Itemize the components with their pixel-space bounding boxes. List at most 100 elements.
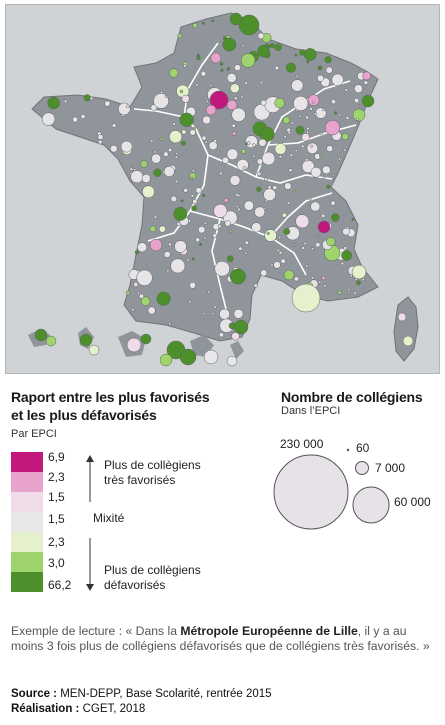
epci-circle [251, 222, 262, 233]
circle-60 [346, 448, 350, 452]
epci-circle [241, 44, 245, 48]
epci-circle [176, 221, 181, 226]
reading-example: Exemple de lecture : « Dans la Métropole… [11, 624, 431, 654]
source-label: Source : [11, 688, 58, 700]
epci-circle [226, 355, 238, 367]
epci-circle [177, 33, 183, 39]
epci-circle [191, 169, 195, 173]
epci-circle [256, 158, 263, 165]
epci-circle [338, 113, 342, 117]
epci-circle [345, 116, 350, 120]
epci-circle [203, 236, 207, 240]
epci-circle [153, 168, 162, 177]
epci-circle [278, 155, 283, 159]
epci-circle [219, 332, 224, 338]
class-value-5: 2,3 [48, 535, 65, 549]
epci-circle [330, 200, 336, 206]
epci-circle [231, 332, 240, 341]
epci-circle [200, 70, 207, 77]
epci-circle [306, 131, 310, 134]
epci-circle [331, 73, 344, 86]
epci-circle [397, 312, 407, 322]
epci-circle [259, 81, 263, 85]
epci-circle [257, 44, 270, 58]
epci-circle [299, 49, 306, 56]
class-swatch-2 [11, 472, 43, 492]
source-text: MEN-DEPP, Base Scolarité, rentrée 2015 [57, 688, 272, 700]
epci-circle [318, 280, 322, 284]
map-canvas [28, 12, 419, 367]
legend-size-title: Nombre de collégiens [281, 389, 423, 405]
epci-circle [298, 114, 302, 118]
epci-circle [288, 168, 293, 173]
epci-circle [205, 99, 209, 103]
epci-circle [272, 185, 278, 191]
france-map [5, 4, 440, 374]
epci-circle [254, 206, 266, 218]
epci-circle [240, 95, 244, 99]
epci-circle [226, 67, 231, 71]
epci-circle [226, 148, 239, 161]
epci-circle [276, 248, 281, 252]
epci-circle [260, 269, 268, 277]
class-value-6: 3,0 [48, 556, 65, 570]
epci-circle [351, 264, 367, 280]
epci-circle [223, 197, 229, 203]
epci-circle [242, 166, 247, 170]
epci-circle [196, 55, 201, 61]
epci-circle [256, 186, 262, 192]
epci-circle [80, 114, 86, 119]
epci-circle [125, 290, 131, 296]
epci-circle [260, 99, 267, 106]
epci-circle [244, 251, 248, 255]
epci-circle [211, 312, 215, 316]
epci-circle [306, 142, 319, 154]
epci-circle [168, 242, 172, 247]
epci-circle [257, 171, 262, 177]
epci-circle [310, 201, 321, 212]
epci-circle [341, 250, 352, 261]
epci-circle [326, 184, 331, 189]
epci-circle [333, 111, 338, 115]
epci-circle [236, 158, 249, 172]
epci-circle [253, 283, 258, 288]
epci-circle [326, 237, 336, 247]
epci-circle [192, 22, 198, 29]
epci-circle [261, 151, 276, 166]
lyon-circle [317, 220, 331, 234]
epci-circle [233, 319, 249, 335]
epci-circle [258, 138, 267, 147]
label-mixite: Mixité [93, 511, 125, 525]
class-swatch-6 [11, 552, 43, 572]
epci-circle [203, 349, 219, 365]
epci-circle [229, 268, 246, 285]
circle-230000 [273, 454, 349, 530]
reading-example-emphasis: Métropole Européenne de Lille [180, 624, 358, 638]
epci-circle [284, 182, 292, 190]
epci-circle [310, 166, 322, 178]
class-value-2: 2,3 [48, 470, 65, 484]
author-label: Réalisation : [11, 703, 80, 715]
epci-circle [180, 199, 184, 203]
epci-circle [72, 116, 78, 123]
epci-circle [264, 177, 268, 182]
corsica [393, 296, 419, 362]
epci-circle [352, 108, 366, 122]
epci-circle [126, 337, 142, 353]
epci-circle [331, 174, 335, 178]
epci-circle [237, 207, 241, 212]
epci-circle [303, 242, 307, 246]
epci-circle [179, 89, 184, 94]
epci-circle [163, 151, 169, 157]
epci-circle [240, 53, 256, 68]
epci-circle [294, 53, 298, 57]
label-favorises-line1: Plus de collègiens [104, 458, 201, 472]
paris-circle [209, 90, 229, 110]
epci-circle [290, 121, 294, 125]
epci-circle [325, 66, 333, 74]
epci-circle [200, 128, 204, 133]
epci-circle [149, 238, 163, 252]
epci-circle [179, 112, 194, 127]
epci-circle [283, 228, 291, 235]
epci-circle [181, 129, 187, 135]
